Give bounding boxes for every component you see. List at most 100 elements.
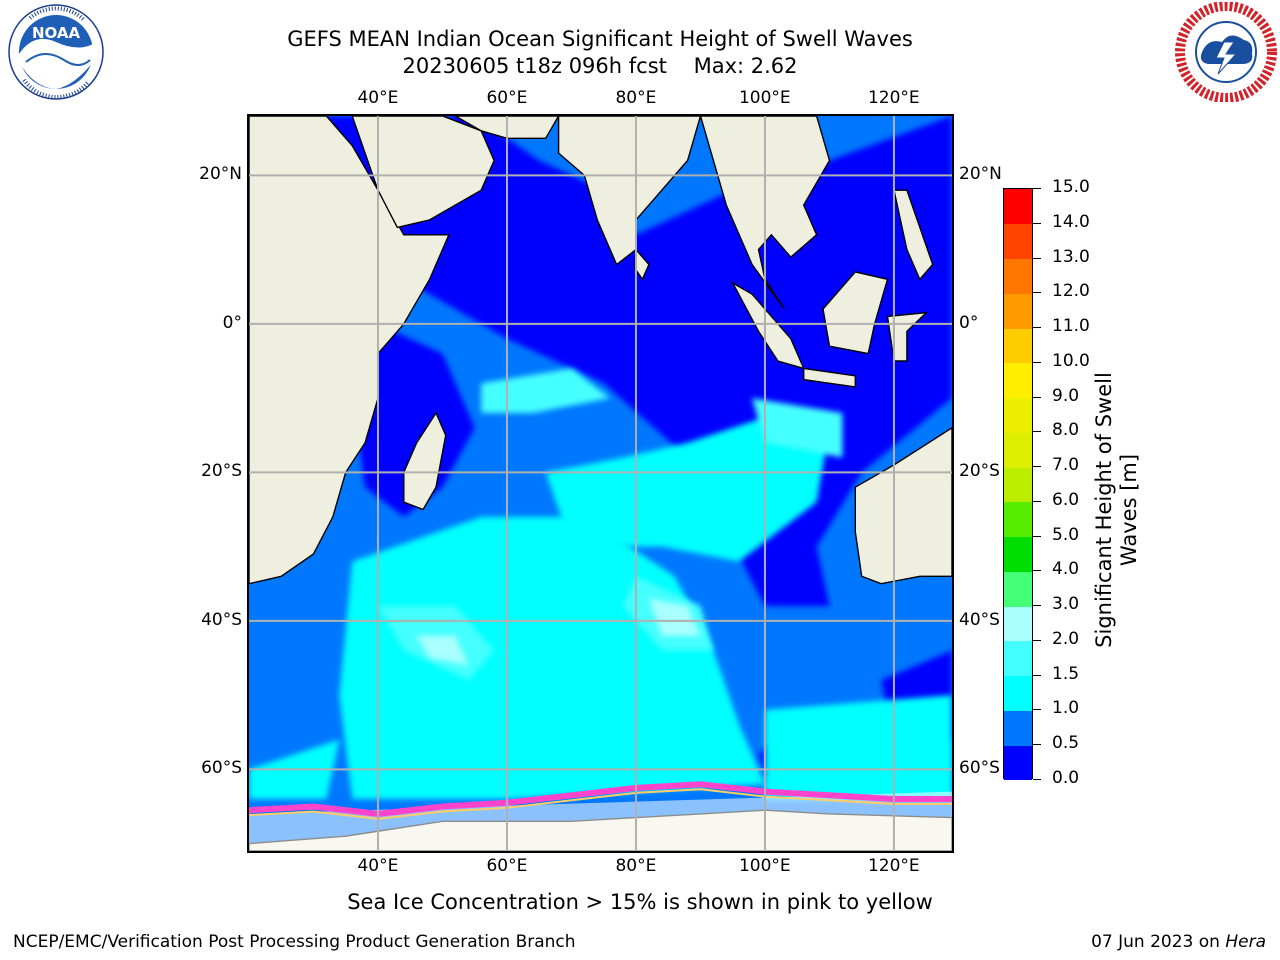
chart-subtitle: 20230605 t18z 096h fcst Max: 2.62 [402,54,798,78]
noaa-logo-text: NOAA [32,24,81,42]
credit-branch: NCEP/EMC/Verification Post Processing Pr… [13,932,576,952]
colorbar-tick [1033,570,1041,571]
lat-label-right: 20°S [959,461,1000,482]
lon-label-bottom: 80°E [615,856,657,876]
colorbar-tick [1033,640,1041,641]
lon-label-bottom: 120°E [867,856,920,876]
colorbar-bin [1004,258,1032,294]
ice-shelf-region [249,791,952,851]
land-arabia [351,116,495,229]
colorbar-bin [1004,328,1032,364]
colorbar-tick-label: 9.0 [1052,386,1080,406]
lat-label-left: 20°S [201,461,242,482]
noaa-logo-icon: NOAA [4,2,108,102]
land-australia [854,426,952,585]
colorbar-tick-label: 7.0 [1052,455,1080,475]
credit-host: Hera [1225,932,1266,952]
colorbar-tick [1033,327,1041,328]
swell-contour-2 [416,635,469,666]
colorbar-tick-label: 8.0 [1052,420,1080,440]
colorbar-tick [1033,675,1041,676]
colorbar-bin [1004,501,1032,538]
swell-contour-1.5 [752,398,843,458]
nws-logo-icon [1174,1,1278,103]
colorbar-tick-label: 13.0 [1052,247,1090,267]
chart-title: GEFS MEAN Indian Ocean Significant Heigh… [287,27,913,51]
colorbar-bin [1004,223,1032,259]
colorbar-bin [1004,362,1032,399]
colorbar-tick-label: 11.0 [1052,316,1090,336]
colorbar-tick-label: 4.0 [1052,559,1080,579]
credit-date: 07 Jun 2023 on Hera [1091,932,1266,952]
colorbar-bin [1004,432,1032,468]
colorbar-bin [1004,745,1032,781]
colorbar-bin [1004,710,1032,746]
lon-label-top: 60°E [486,88,528,108]
lon-label-top: 100°E [738,88,791,108]
colorbar-tick-label: 5.0 [1052,525,1080,545]
colorbar-title: Significant Height of Swell Waves [m] [1092,230,1142,790]
lat-label-left: 60°S [201,758,242,779]
lat-label-right: 0° [959,312,979,333]
graticule [249,116,952,851]
colorbar-bin [1004,397,1032,433]
colorbar-tick-label: 15.0 [1052,177,1090,197]
sea-ice-note: Sea Ice Concentration > 15% is shown in … [347,890,933,914]
colorbar-tick [1033,188,1041,189]
colorbar-tick [1033,536,1041,537]
colorbar-tick-label: 1.5 [1052,664,1080,684]
colorbar-tick-label: 14.0 [1052,212,1090,232]
colorbar-tick-label: 2.0 [1052,629,1080,649]
map-canvas [249,116,952,851]
colorbar-bin [1004,640,1032,677]
lat-label-left: 0° [222,312,242,333]
colorbar-bin [1004,571,1032,607]
colorbar-tick-label: 1.0 [1052,698,1080,718]
credit-date-text: 07 Jun 2023 on [1091,932,1220,952]
colorbar-tick-label: 12.0 [1052,281,1090,301]
land-philippines [893,189,934,281]
ice-edge-yellow [249,788,952,820]
colorbar-tick-label: 0.0 [1052,768,1080,788]
colorbar-tick [1033,431,1041,432]
colorbar-bin [1004,293,1032,329]
colorbar-tick [1033,605,1041,606]
colorbar-bin [1004,467,1032,503]
sea-ice-edge [249,781,952,820]
swell-contour-1.5 [481,368,611,413]
lon-label-top: 120°E [867,88,920,108]
colorbar-tick [1033,223,1041,224]
colorbar-tick [1033,466,1041,467]
colorbar-bin [1004,189,1032,225]
lon-label-bottom: 60°E [486,856,528,876]
land-java [803,367,856,388]
swell-contour-0 [352,323,475,517]
colorbar-tick [1033,709,1041,710]
lat-label-right: 40°S [959,609,1000,630]
ice-edge-pink [249,781,952,817]
colorbar-tick-label: 6.0 [1052,490,1080,510]
lon-label-bottom: 40°E [357,856,399,876]
colorbar-title-line2: Waves [m] [1117,453,1141,567]
lon-label-top: 40°E [357,88,399,108]
colorbar-tick [1033,292,1041,293]
swell-contour-1 [545,413,830,562]
colorbar-title-line1: Significant Height of Swell [1092,372,1116,648]
colorbar-tick [1033,501,1041,502]
lon-label-bottom: 100°E [738,856,791,876]
colorbar [1003,188,1033,781]
lon-label-top: 80°E [615,88,657,108]
colorbar-bin [1004,675,1032,711]
land-madagascar [403,411,447,511]
lat-label-right: 60°S [959,758,1000,779]
colorbar-tick-label: 10.0 [1052,351,1090,371]
colorbar-bin [1004,606,1032,642]
colorbar-tick [1033,362,1041,363]
swell-contour-1 [765,695,952,799]
lat-label-right: 20°N [959,164,1002,185]
colorbar-tick-label: 0.5 [1052,733,1080,753]
colorbar-tick [1033,779,1041,780]
colorbar-bin [1004,536,1032,572]
lat-label-left: 20°N [199,164,242,185]
map-panel[interactable] [247,114,954,853]
